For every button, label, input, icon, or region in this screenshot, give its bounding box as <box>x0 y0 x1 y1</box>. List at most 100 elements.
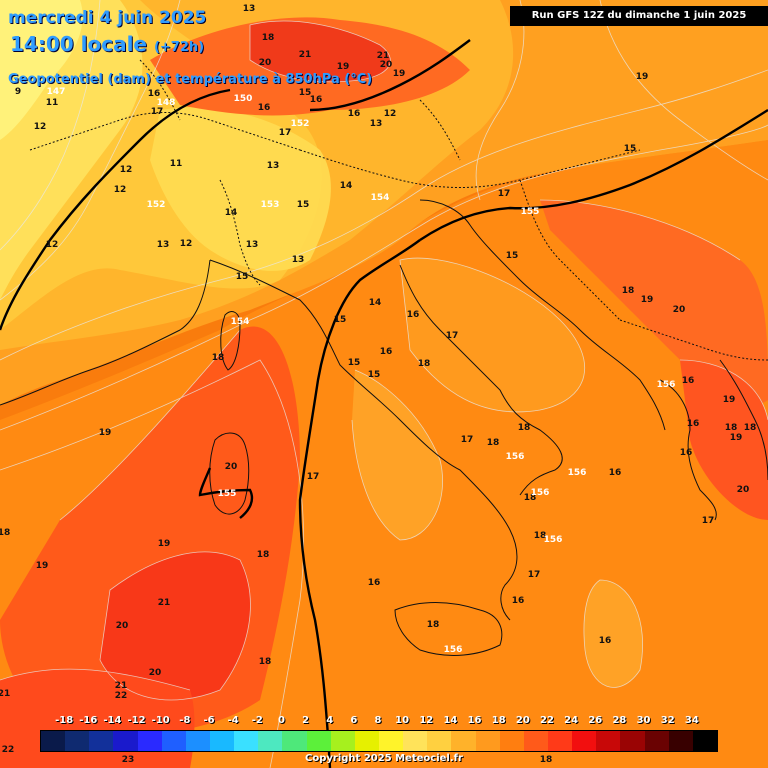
geopotential-label: 153 <box>260 200 280 210</box>
temperature-label: 18 <box>261 33 275 43</box>
legend-tick-label: -18 <box>55 715 74 726</box>
legend-tick-label: 0 <box>277 715 285 726</box>
temperature-label: 18 <box>417 359 431 369</box>
geopotential-label: 150 <box>233 94 253 104</box>
temperature-label: 18 <box>533 531 547 541</box>
temperature-label: 20 <box>224 462 238 472</box>
legend-tick-label: 2 <box>302 715 310 726</box>
temperature-label: 22 <box>1 745 15 755</box>
geopotential-label: 154 <box>370 193 390 203</box>
legend-swatch <box>330 731 355 751</box>
temperature-label: 18 <box>724 423 738 433</box>
temperature-label: 15 <box>333 315 347 325</box>
temperature-label: 16 <box>608 468 622 478</box>
temperature-label: 21 <box>0 689 11 699</box>
geopotential-label: 156 <box>543 535 563 545</box>
temperature-label: 19 <box>392 69 406 79</box>
legend-swatch <box>523 731 548 751</box>
temperature-label: 16 <box>379 347 393 357</box>
legend-swatch <box>596 731 621 751</box>
legend-labels: -18 -16 -14 -12 -10 -8 -6 -4 -2 0 2 4 6 8 10 12 14 16 18 20… <box>40 715 716 729</box>
temperature-label: 19 <box>98 428 112 438</box>
legend-swatch <box>499 731 524 751</box>
temperature-label: 20 <box>148 668 162 678</box>
temperature-label: 18 <box>517 423 531 433</box>
forecast-date: mercredi 4 juin 2025 <box>8 8 207 28</box>
temperature-label: 20 <box>379 60 393 70</box>
temperature-label: 12 <box>179 239 193 249</box>
temperature-label: 17 <box>150 107 164 117</box>
temperature-label: 12 <box>383 109 397 119</box>
temperature-label: 19 <box>157 539 171 549</box>
model-run-label: Run GFS 12Z du dimanche 1 juin 2025 <box>510 6 768 26</box>
temperature-label: 17 <box>527 570 541 580</box>
temperature-label: 18 <box>258 657 272 667</box>
temperature-label: 20 <box>736 485 750 495</box>
temperature-label: 13 <box>156 240 170 250</box>
legend-tick-label: 14 <box>443 715 458 726</box>
temperature-label: 19 <box>35 561 49 571</box>
legend-tick-label: -12 <box>127 715 146 726</box>
legend-tick-label: 12 <box>419 715 434 726</box>
temperature-label: 19 <box>635 72 649 82</box>
geopotential-label: 147 <box>46 87 66 97</box>
geopotential-label: 156 <box>505 452 525 462</box>
legend-swatch <box>306 731 331 751</box>
temperature-label: 19 <box>722 395 736 405</box>
temperature-color-scale <box>40 730 718 752</box>
temperature-label: 18 <box>523 493 537 503</box>
legend-swatch <box>89 731 114 751</box>
legend-swatch <box>620 731 645 751</box>
legend-swatch <box>258 731 283 751</box>
legend-tick-label: -8 <box>179 715 191 726</box>
temperature-label: 15 <box>367 370 381 380</box>
legend-tick-label: 30 <box>636 715 651 726</box>
legend-swatch <box>451 731 476 751</box>
temperature-label: 11 <box>169 159 183 169</box>
forecast-time-value: 14:00 locale <box>10 32 147 56</box>
legend-tick-label: 4 <box>326 715 334 726</box>
temperature-label: 15 <box>623 144 637 154</box>
temperature-label: 13 <box>242 4 256 14</box>
legend-swatch <box>137 731 162 751</box>
temperature-label: 16 <box>347 109 361 119</box>
temperature-label: 18 <box>211 353 225 363</box>
copyright: Copyright 2025 Meteociel.fr <box>305 753 463 764</box>
geopotential-label: 152 <box>290 119 310 129</box>
temperature-label: 18 <box>256 550 270 560</box>
legend-swatch <box>185 731 210 751</box>
legend-tick-label: -14 <box>103 715 122 726</box>
legend-swatch <box>209 731 235 751</box>
legend-tick-label: 26 <box>588 715 603 726</box>
temperature-label: 16 <box>511 596 525 606</box>
geopotential-label: 156 <box>567 468 587 478</box>
temperature-label: 15 <box>296 200 310 210</box>
temperature-label: 23 <box>121 755 135 765</box>
temperature-label: 17 <box>701 516 715 526</box>
geopotential-label: 154 <box>230 317 250 327</box>
temperature-label: 16 <box>309 95 323 105</box>
field-description: Geopotentiel (dam) et température à 850h… <box>8 72 373 87</box>
geopotential-label: 152 <box>146 200 166 210</box>
temperature-label: 14 <box>224 208 238 218</box>
temperature-label: 17 <box>278 128 292 138</box>
legend-tick-label: -6 <box>203 715 215 726</box>
legend-tick-label: 18 <box>491 715 506 726</box>
geopotential-label: 156 <box>530 488 550 498</box>
temperature-label: 21 <box>298 50 312 60</box>
temperature-label: 15 <box>298 88 312 98</box>
temperature-label: 18 <box>539 755 553 765</box>
temperature-label: 16 <box>686 419 700 429</box>
legend-tick-label: 6 <box>350 715 358 726</box>
temperature-label: 12 <box>119 165 133 175</box>
temperature-label: 13 <box>369 119 383 129</box>
legend-tick-label: 16 <box>467 715 482 726</box>
temperature-label: 18 <box>743 423 757 433</box>
temperature-label: 19 <box>336 62 350 72</box>
temperature-label: 21 <box>157 598 171 608</box>
temperature-label: 9 <box>14 87 22 97</box>
